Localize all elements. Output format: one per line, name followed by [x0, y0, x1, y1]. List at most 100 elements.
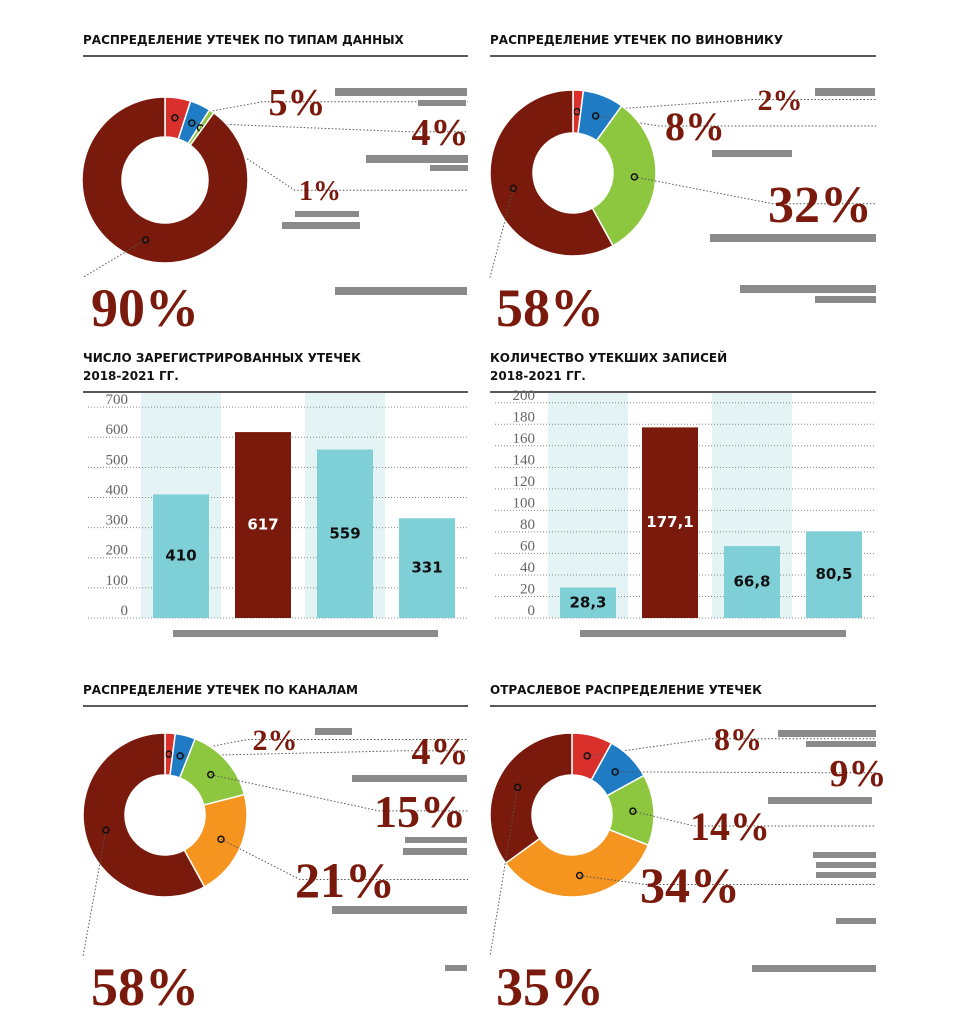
- bar: [724, 546, 780, 618]
- chart-title: 2018-2021 ГГ.: [83, 369, 179, 383]
- bar-value-label: 617: [247, 516, 278, 534]
- donut-slice: [591, 104, 657, 247]
- redacted-text: [282, 222, 360, 229]
- donut-slice: [489, 89, 615, 257]
- redacted-text: [430, 165, 468, 171]
- redacted-text: [315, 728, 352, 735]
- y-tick-label: 400: [106, 482, 129, 498]
- y-tick-label: 700: [106, 392, 129, 408]
- value-label: 2%: [253, 724, 298, 757]
- value-label: 15%: [374, 786, 466, 837]
- chart-title: ЧИСЛО ЗАРЕГИСТРИРОВАННЫХ УТЕЧЕК: [83, 351, 361, 365]
- leader-line: [220, 838, 468, 880]
- leader-dot: [188, 119, 196, 127]
- value-label: 5%: [269, 82, 326, 124]
- value-label: 9%: [830, 753, 887, 795]
- redacted-text: [173, 630, 438, 637]
- leader-line: [82, 239, 146, 278]
- bar: [560, 587, 616, 618]
- redacted-text: [352, 775, 467, 782]
- redacted-text: [332, 906, 467, 914]
- redacted-text: [335, 88, 467, 96]
- leader-dot: [573, 107, 581, 116]
- leader-line: [587, 738, 876, 757]
- bar-value-label: 28,3: [569, 593, 606, 611]
- redacted-text: [752, 965, 876, 972]
- chart-title: 2018-2021 ГГ.: [490, 369, 586, 383]
- y-tick-label: 80: [520, 517, 535, 533]
- y-tick-label: 40: [520, 560, 535, 576]
- y-tick-label: 160: [513, 431, 536, 447]
- bar-value-label: 559: [329, 524, 360, 542]
- bar: [317, 449, 373, 618]
- leader-dot: [575, 871, 584, 880]
- bar: [235, 432, 291, 618]
- value-label: 4%: [412, 112, 469, 154]
- leader-line: [168, 739, 468, 755]
- value-label: 2%: [758, 84, 803, 117]
- leader-line: [200, 127, 468, 191]
- leader-dot: [165, 750, 173, 758]
- bar-value-label: 66,8: [733, 573, 770, 591]
- redacted-text: [768, 797, 872, 804]
- leader-dot: [611, 768, 619, 776]
- redacted-text: [816, 862, 876, 868]
- redacted-text: [816, 872, 876, 878]
- leader-dot: [141, 236, 150, 244]
- bar: [806, 531, 862, 618]
- y-tick-label: 200: [513, 388, 536, 404]
- leader-line: [210, 774, 468, 812]
- value-label: 1%: [299, 176, 341, 207]
- bar-value-label: 331: [411, 559, 442, 577]
- redacted-text: [710, 234, 876, 242]
- donut-slice: [81, 96, 249, 264]
- bar-value-label: 410: [165, 547, 196, 565]
- y-tick-label: 100: [513, 495, 536, 511]
- leader-dot: [591, 112, 600, 120]
- redacted-text: [740, 285, 876, 293]
- donut-slice: [82, 732, 206, 898]
- redacted-text: [815, 296, 876, 303]
- value-label: 58%: [91, 957, 199, 1017]
- value-label: 34%: [640, 857, 740, 913]
- y-tick-label: 100: [106, 573, 129, 589]
- leader-dot: [102, 826, 110, 834]
- y-tick-label: 300: [106, 513, 129, 529]
- leader-line: [489, 787, 519, 957]
- y-tick-label: 200: [106, 543, 129, 559]
- value-label: 35%: [496, 957, 604, 1017]
- bar: [642, 427, 698, 618]
- leader-line: [579, 875, 876, 885]
- redacted-text: [836, 918, 876, 924]
- value-label: 8%: [665, 104, 725, 149]
- redacted-text: [418, 100, 466, 106]
- redacted-text: [580, 630, 846, 637]
- y-tick-label: 120: [513, 474, 536, 490]
- leader-line: [82, 830, 107, 957]
- leader-dot: [630, 173, 639, 181]
- chart-title: КОЛИЧЕСТВО УТЕКШИХ ЗАПИСЕЙ: [490, 350, 727, 365]
- redacted-text: [712, 150, 792, 157]
- value-label: 21%: [295, 852, 395, 908]
- value-label: 8%: [714, 721, 762, 757]
- leader-dot: [176, 752, 184, 760]
- leader-dot: [583, 752, 591, 760]
- redacted-text: [403, 848, 467, 855]
- redacted-text: [813, 852, 876, 858]
- bar: [399, 518, 455, 618]
- y-tick-label: 600: [106, 422, 129, 438]
- leader-dot: [171, 114, 179, 122]
- leader-dot: [207, 770, 215, 779]
- leader-line: [489, 188, 514, 278]
- chart-title: РАСПРЕДЕЛЕНИЕ УТЕЧЕК ПО КАНАЛАМ: [83, 683, 358, 697]
- value-label: 14%: [690, 804, 770, 849]
- donut-slice: [489, 732, 573, 865]
- y-tick-label: 180: [513, 409, 536, 425]
- value-label: 58%: [496, 278, 604, 338]
- redacted-text: [806, 741, 876, 747]
- chart-title: РАСПРЕДЕЛЕНИЕ УТЕЧЕК ПО ВИНОВНИКУ: [490, 33, 783, 47]
- leader-line: [634, 176, 876, 205]
- value-label: 90%: [91, 278, 199, 338]
- leader-dot: [509, 184, 518, 193]
